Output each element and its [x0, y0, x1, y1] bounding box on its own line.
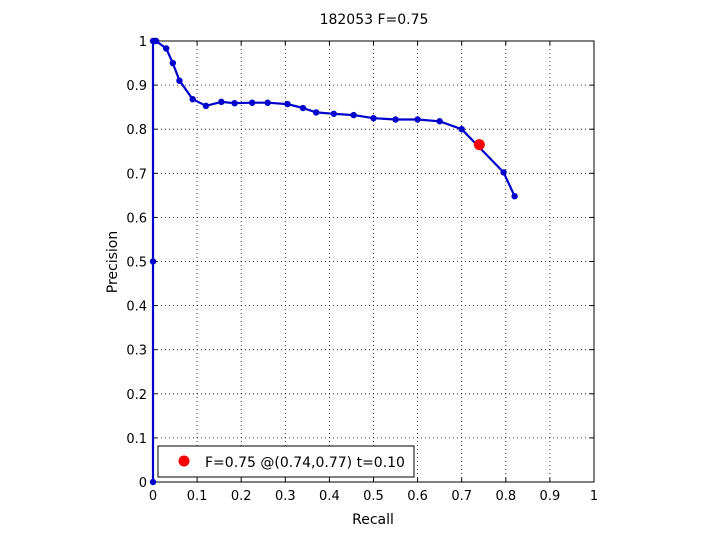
data-point	[264, 99, 271, 106]
legend-text: F=0.75 @(0.74,0.77) t=0.10	[205, 455, 405, 471]
data-point	[392, 116, 399, 123]
data-point	[330, 110, 338, 117]
data-point	[249, 99, 256, 106]
data-point	[436, 118, 443, 125]
data-point	[511, 193, 518, 200]
data-point	[500, 169, 507, 176]
data-point	[350, 111, 357, 119]
y-tick-label: 0.2	[126, 388, 147, 403]
data-point	[176, 77, 183, 84]
y-tick-label: 0.9	[126, 79, 147, 94]
y-axis-label: Precision	[105, 231, 121, 293]
data-point	[414, 116, 421, 123]
x-tick-label: 0	[149, 489, 157, 504]
legend-marker	[178, 455, 190, 467]
y-tick-label: 0.7	[126, 167, 147, 182]
data-point	[284, 100, 291, 108]
y-tick-label: 0.8	[126, 123, 147, 138]
best-f-point-group	[473, 139, 485, 151]
x-tick-label: 0.8	[495, 489, 516, 504]
legend-box	[157, 445, 415, 478]
x-tick-label: 0.9	[540, 489, 561, 504]
x-tick-label: 0.5	[363, 489, 384, 504]
y-tick-label: 1	[139, 35, 147, 50]
y-tick-label: 0.6	[126, 211, 147, 226]
data-point	[231, 99, 238, 107]
x-axis-ticks: 0 0.1 0.2 0.3 0.4 0.5 0.6 0.7 0.8 0.9 1	[149, 41, 598, 504]
x-tick-label: 0.3	[275, 489, 296, 504]
grid-lines	[153, 41, 594, 482]
x-axis-label: Recall	[352, 512, 394, 528]
y-tick-label: 0.1	[126, 432, 147, 447]
data-point	[202, 102, 210, 110]
y-tick-label: 0.3	[126, 344, 147, 359]
x-tick-label: 0.1	[187, 489, 208, 504]
x-tick-label: 0.2	[231, 489, 252, 504]
y-tick-label: 0	[139, 476, 147, 491]
data-point	[458, 126, 465, 133]
data-point	[218, 98, 225, 106]
data-point	[149, 478, 157, 486]
data-point	[299, 104, 307, 112]
precision-recall-series	[149, 37, 518, 486]
y-axis-ticks: 0 0.1 0.2 0.3 0.4 0.5 0.6 0.7 0.8 0.9 1	[126, 35, 594, 491]
data-point	[152, 37, 160, 45]
x-tick-label: 1	[590, 489, 598, 504]
data-point	[189, 96, 196, 103]
y-tick-label: 0.4	[126, 300, 147, 315]
data-point	[169, 59, 177, 67]
chart-title: 182053 F=0.75	[320, 12, 429, 28]
x-tick-label: 0.6	[407, 489, 428, 504]
data-point	[163, 45, 170, 52]
legend: F=0.75 @(0.74,0.77) t=0.10	[157, 445, 415, 478]
y-tick-label: 0.5	[126, 256, 147, 271]
data-point	[312, 109, 320, 116]
data-point	[370, 114, 377, 122]
data-point	[149, 258, 157, 265]
x-tick-label: 0.4	[319, 489, 340, 504]
x-tick-label: 0.7	[451, 489, 472, 504]
best-f-point	[473, 139, 485, 151]
